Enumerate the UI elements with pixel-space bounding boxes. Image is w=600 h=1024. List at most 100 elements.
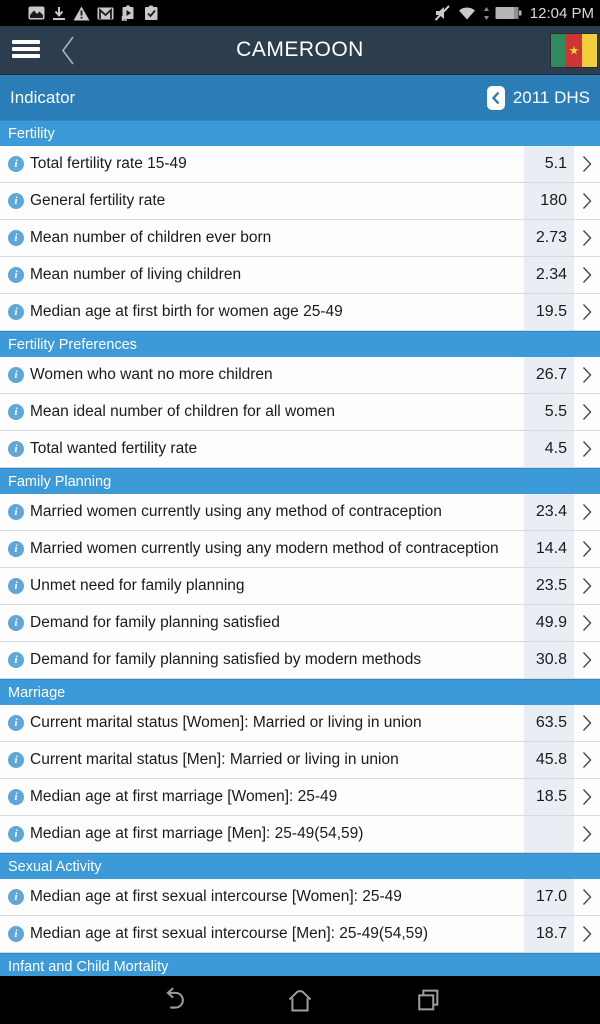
row-label: Total wanted fertility rate xyxy=(30,440,198,457)
cameroon-flag-icon: ★ xyxy=(551,34,597,67)
row-value: 14.4 xyxy=(524,531,574,567)
chevron-right-icon xyxy=(574,642,600,678)
indicator-row[interactable]: i Total fertility rate 15-49 5.1 xyxy=(0,146,600,183)
indicator-row[interactable]: i Married women currently using any meth… xyxy=(0,494,600,531)
indicator-column-label: Indicator xyxy=(10,87,76,107)
indicator-section: Family Planning i Married women currentl… xyxy=(0,468,600,679)
info-icon[interactable]: i xyxy=(8,826,24,842)
wifi-icon xyxy=(456,5,478,21)
section-header: Fertility xyxy=(0,120,600,146)
network-arrows-icon xyxy=(483,6,490,21)
info-icon[interactable]: i xyxy=(8,304,24,320)
indicator-row[interactable]: i Total wanted fertility rate 4.5 xyxy=(0,431,600,468)
indicator-row[interactable]: i Mean number of living children 2.34 xyxy=(0,257,600,294)
row-value xyxy=(524,816,574,852)
chevron-right-icon xyxy=(574,431,600,467)
indicator-row[interactable]: i Married women currently using any mode… xyxy=(0,531,600,568)
row-label: Mean ideal number of children for all wo… xyxy=(30,403,335,420)
row-value: 5.1 xyxy=(524,146,574,182)
indicator-row[interactable]: i Demand for family planning satisfied b… xyxy=(0,642,600,679)
info-icon[interactable]: i xyxy=(8,789,24,805)
info-icon[interactable]: i xyxy=(8,193,24,209)
info-icon[interactable]: i xyxy=(8,404,24,420)
indicator-row[interactable]: i General fertility rate 180 xyxy=(0,183,600,220)
row-value: 2.34 xyxy=(524,257,574,293)
back-arrow-icon[interactable] xyxy=(60,34,76,72)
info-icon[interactable]: i xyxy=(8,504,24,520)
info-icon[interactable]: i xyxy=(8,230,24,246)
indicator-row[interactable]: i Current marital status [Men]: Married … xyxy=(0,742,600,779)
row-label: Married women currently using any method… xyxy=(30,503,442,520)
row-value: 23.5 xyxy=(524,568,574,604)
row-value: 17.0 xyxy=(524,879,574,915)
nav-home-button[interactable] xyxy=(236,987,364,1013)
info-icon[interactable]: i xyxy=(8,652,24,668)
info-icon[interactable]: i xyxy=(8,926,24,942)
row-value: 18.7 xyxy=(524,916,574,952)
nav-back-button[interactable] xyxy=(108,987,236,1013)
info-icon[interactable]: i xyxy=(8,715,24,731)
indicator-row[interactable]: i Median age at first marriage [Women]: … xyxy=(0,779,600,816)
survey-selector[interactable]: 2011 DHS xyxy=(486,85,590,110)
indicator-row[interactable]: i Current marital status [Women]: Marrie… xyxy=(0,705,600,742)
row-label: Women who want no more children xyxy=(30,366,273,383)
clipboard-check-icon xyxy=(144,5,159,21)
chevron-right-icon xyxy=(574,146,600,182)
status-bar: 12:04 PM xyxy=(0,0,600,26)
info-icon[interactable]: i xyxy=(8,578,24,594)
indicator-row[interactable]: i Demand for family planning satisfied 4… xyxy=(0,605,600,642)
survey-prev-icon[interactable] xyxy=(486,85,505,110)
row-value: 23.4 xyxy=(524,494,574,530)
bottom-nav-bar xyxy=(0,976,600,1024)
info-icon[interactable]: i xyxy=(8,441,24,457)
row-label: Current marital status [Women]: Married … xyxy=(30,714,422,731)
info-icon[interactable]: i xyxy=(8,541,24,557)
info-icon[interactable]: i xyxy=(8,267,24,283)
mute-icon xyxy=(434,5,451,21)
info-icon[interactable]: i xyxy=(8,367,24,383)
chevron-right-icon xyxy=(574,742,600,778)
indicator-section: Fertility i Total fertility rate 15-49 5… xyxy=(0,120,600,331)
survey-label: 2011 DHS xyxy=(512,87,590,107)
row-label: Mean number of living children xyxy=(30,266,242,283)
section-header: Infant and Child Mortality xyxy=(0,953,600,976)
row-value: 19.5 xyxy=(524,294,574,330)
indicator-section: Sexual Activity i Median age at first se… xyxy=(0,853,600,953)
chevron-right-icon xyxy=(574,568,600,604)
status-bar-right: 12:04 PM xyxy=(434,5,594,22)
row-label: Median age at first marriage [Men]: 25-4… xyxy=(30,825,364,842)
row-label: Median age at first birth for women age … xyxy=(30,303,343,320)
row-value: 49.9 xyxy=(524,605,574,641)
nav-recents-button[interactable] xyxy=(364,987,492,1013)
indicator-row[interactable]: i Median age at first sexual intercourse… xyxy=(0,879,600,916)
section-header: Fertility Preferences xyxy=(0,331,600,357)
flag-star: ★ xyxy=(568,43,580,58)
chevron-right-icon xyxy=(574,394,600,430)
indicator-bar: Indicator 2011 DHS xyxy=(0,75,600,120)
indicator-row[interactable]: i Median age at first birth for women ag… xyxy=(0,294,600,331)
row-value: 2.73 xyxy=(524,220,574,256)
indicator-row[interactable]: i Women who want no more children 26.7 xyxy=(0,357,600,394)
download-icon xyxy=(52,6,66,21)
chevron-right-icon xyxy=(574,294,600,330)
indicator-row[interactable]: i Mean number of children ever born 2.73 xyxy=(0,220,600,257)
row-label: Demand for family planning satisfied by … xyxy=(30,651,422,668)
info-icon[interactable]: i xyxy=(8,889,24,905)
battery-icon xyxy=(495,6,522,20)
indicator-row[interactable]: i Median age at first marriage [Men]: 25… xyxy=(0,816,600,853)
chevron-right-icon xyxy=(574,257,600,293)
menu-icon[interactable] xyxy=(12,40,40,58)
row-value: 18.5 xyxy=(524,779,574,815)
row-label: Median age at first sexual intercourse [… xyxy=(30,888,402,905)
gallery-icon xyxy=(28,6,45,20)
info-icon[interactable]: i xyxy=(8,156,24,172)
indicator-row[interactable]: i Unmet need for family planning 23.5 xyxy=(0,568,600,605)
warning-icon xyxy=(73,6,90,21)
chevron-right-icon xyxy=(574,705,600,741)
indicator-row[interactable]: i Mean ideal number of children for all … xyxy=(0,394,600,431)
row-value: 4.5 xyxy=(524,431,574,467)
clipboard-play-icon xyxy=(121,5,137,21)
indicator-row[interactable]: i Median age at first sexual intercourse… xyxy=(0,916,600,953)
info-icon[interactable]: i xyxy=(8,752,24,768)
info-icon[interactable]: i xyxy=(8,615,24,631)
